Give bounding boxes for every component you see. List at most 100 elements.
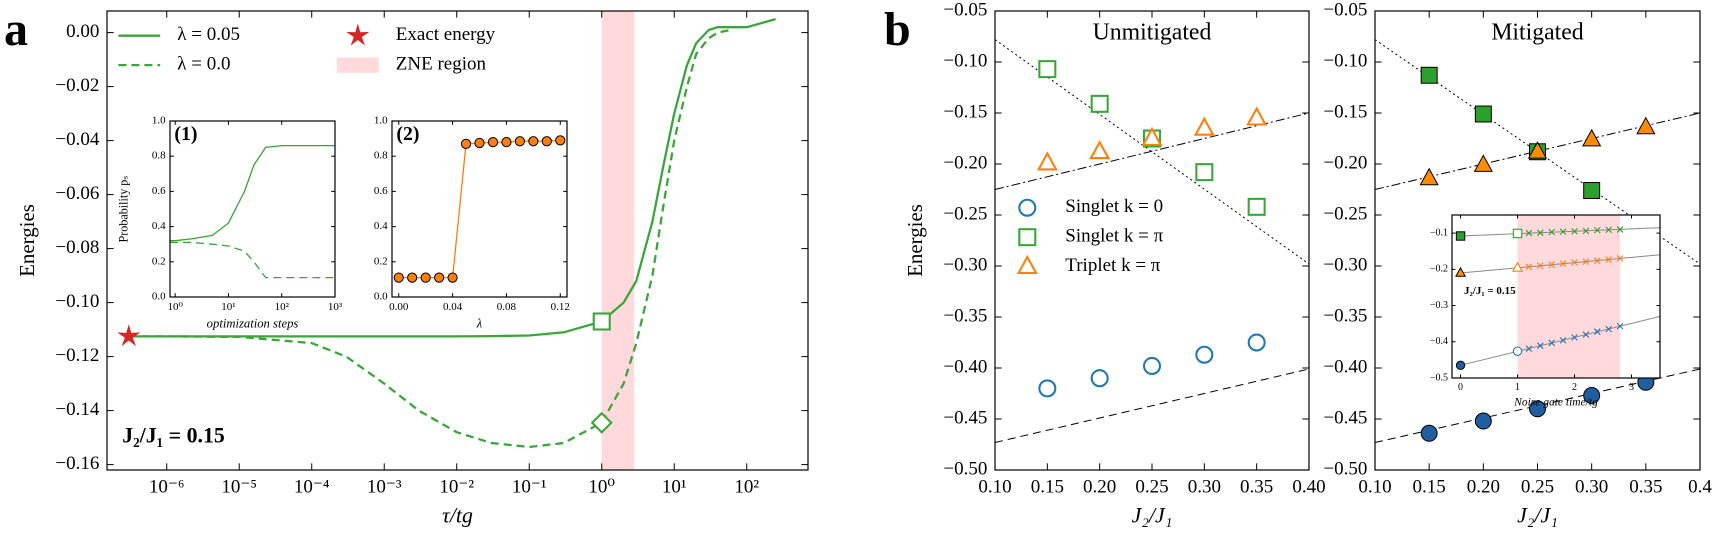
y-tick-label: −0.25 <box>1323 203 1367 224</box>
data-point <box>1195 163 1214 182</box>
data-point <box>1548 339 1556 347</box>
data-point <box>433 272 445 283</box>
plot-area <box>170 121 335 297</box>
x-axis-label: J₂/J₁ <box>1132 504 1173 528</box>
x-tick-label: 10⁻⁶ <box>149 476 185 497</box>
series-line <box>1460 254 1661 274</box>
x-tick-label: 0.30 <box>1188 476 1221 497</box>
data-point <box>514 136 526 147</box>
x-tick-label: 0.08 <box>497 301 517 313</box>
x-tick-label: 10⁰ <box>167 301 183 313</box>
annotation: J₂/J₁ = 0.15 <box>1464 285 1516 297</box>
x-tick-label: 10³ <box>328 301 343 313</box>
data-point <box>1571 227 1578 235</box>
data-point <box>420 272 431 283</box>
data-point <box>1474 412 1492 430</box>
data-point <box>1605 226 1613 234</box>
data-point <box>1537 229 1544 237</box>
y-tick-label: −0.50 <box>943 458 987 479</box>
data-point <box>1195 345 1214 364</box>
data-point <box>474 137 485 149</box>
y-tick-label: −0.40 <box>943 356 987 377</box>
data-point <box>1455 231 1466 241</box>
y-tick-label: 0.2 <box>374 255 388 267</box>
x-tick-label: 10⁻¹ <box>512 476 547 497</box>
y-tick-label: −0.45 <box>1323 407 1367 428</box>
data-point <box>1142 356 1162 375</box>
x-tick-label: 0.04 <box>443 301 463 313</box>
x-tick-label: 0.30 <box>1575 476 1608 497</box>
data-point <box>1247 333 1266 352</box>
data-point <box>1527 141 1548 159</box>
y-tick-label: −0.10 <box>1323 50 1367 71</box>
x-tick-label: 0.20 <box>1467 476 1500 497</box>
y-tick-label: −0.02 <box>55 75 99 96</box>
annotation: J₂/J₁ = 0.15 <box>122 424 225 448</box>
annotation: (1) <box>174 123 197 145</box>
series-line <box>1460 315 1661 366</box>
data-point <box>1141 126 1163 146</box>
data-point <box>528 136 539 147</box>
x-tick-label: 0.00 <box>389 301 409 313</box>
x-tick-label: 10⁻⁵ <box>221 476 257 497</box>
data-point <box>1420 66 1438 84</box>
data-point <box>1582 331 1590 338</box>
data-point <box>447 272 458 283</box>
y-tick-label: 1.0 <box>152 115 166 127</box>
y-tick-label: −0.10 <box>943 50 987 71</box>
data-point <box>1455 266 1467 277</box>
data-point <box>1455 360 1466 371</box>
legend-label: ZNE region <box>396 54 487 75</box>
legend-label: Singlet k = 0 <box>1065 196 1163 217</box>
x-tick-label: 10⁻³ <box>367 476 402 497</box>
axes-frame <box>1451 214 1661 379</box>
x-axis-label: τ/tg <box>442 504 473 528</box>
data-point <box>1582 128 1602 147</box>
x-axis-label: J₂/J₁ <box>1517 504 1558 528</box>
data-point <box>487 137 499 148</box>
y-tick-label: 0.6 <box>374 185 388 197</box>
series-line <box>994 112 1310 190</box>
y-tick-label: −0.20 <box>943 152 987 173</box>
x-tick-label: 0 <box>1458 382 1463 393</box>
x-tick-label: 0.12 <box>551 301 570 313</box>
data-point <box>117 324 141 347</box>
legend-swatch <box>1018 228 1037 247</box>
data-point <box>1593 226 1601 234</box>
data-point <box>1605 256 1613 263</box>
data-point <box>1420 424 1438 442</box>
x-tick-label: 0.25 <box>1521 476 1554 497</box>
y-tick-label: −0.12 <box>55 345 99 366</box>
series-line <box>170 241 335 279</box>
shaded-region <box>1517 215 1621 378</box>
y-tick-label: 0.0 <box>152 291 166 303</box>
annotation: Unmitigated <box>1093 19 1212 45</box>
data-point <box>1090 94 1109 113</box>
data-point <box>1036 151 1058 171</box>
y-tick-label: −0.05 <box>943 0 987 20</box>
y-tick-label: −0.20 <box>1323 152 1367 173</box>
data-point <box>1473 154 1493 172</box>
y-tick-label: −0.2 <box>1430 264 1448 275</box>
y-tick-label: 0.4 <box>374 220 388 232</box>
legend-swatch <box>346 23 370 46</box>
x-tick-label: 2 <box>1572 382 1577 393</box>
y-tick-label: −0.40 <box>1323 356 1367 377</box>
x-tick-label: 10⁻⁴ <box>294 476 330 497</box>
y-tick-label: −0.50 <box>1323 458 1367 479</box>
x-tick-label: 10¹ <box>221 301 235 313</box>
data-point <box>1537 342 1544 350</box>
y-tick-label: −0.30 <box>1323 254 1367 275</box>
y-tick-label: −0.35 <box>943 305 987 326</box>
y-tick-label: 0.2 <box>152 255 166 267</box>
data-point <box>1582 258 1590 266</box>
data-point <box>1038 60 1057 79</box>
legend-swatch <box>336 57 379 73</box>
y-tick-label: −0.10 <box>55 291 99 312</box>
x-axis-label: optimization steps <box>207 316 299 330</box>
panel-label: a <box>4 3 28 56</box>
y-tick-label: −0.15 <box>943 101 987 122</box>
series-line <box>1460 227 1661 237</box>
series-line <box>170 144 335 242</box>
axes-frame <box>169 120 336 298</box>
